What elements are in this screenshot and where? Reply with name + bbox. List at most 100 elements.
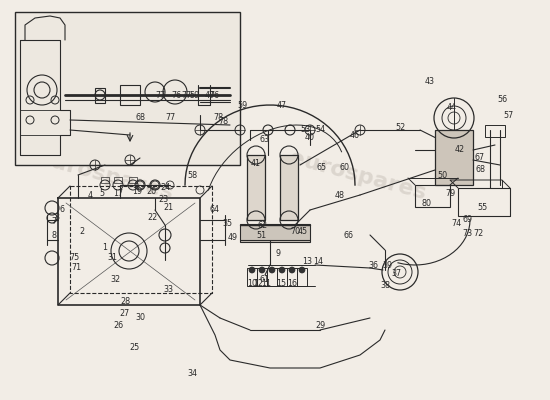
Text: 36: 36 — [368, 260, 378, 270]
Text: 64: 64 — [210, 206, 220, 214]
Text: 63: 63 — [259, 136, 269, 144]
Text: 34: 34 — [187, 370, 197, 378]
Text: 2: 2 — [79, 228, 85, 236]
Text: 51: 51 — [256, 232, 266, 240]
Text: 78: 78 — [218, 118, 228, 126]
Text: 55: 55 — [478, 204, 488, 212]
Text: 56: 56 — [497, 96, 507, 104]
Text: 15: 15 — [276, 278, 286, 288]
Text: 14: 14 — [313, 258, 323, 266]
Text: 9: 9 — [276, 248, 280, 258]
Text: 30: 30 — [135, 314, 145, 322]
Bar — [280, 155, 298, 220]
Text: 42: 42 — [455, 144, 465, 154]
Text: 19: 19 — [132, 188, 142, 196]
Circle shape — [289, 267, 295, 273]
Text: 47: 47 — [205, 90, 215, 100]
Text: 4: 4 — [87, 192, 92, 200]
Bar — [485, 125, 505, 137]
Text: 62: 62 — [258, 220, 268, 230]
Text: 11: 11 — [261, 278, 271, 288]
Text: 77: 77 — [181, 90, 191, 100]
Bar — [297, 268, 307, 286]
Text: 5: 5 — [100, 190, 104, 198]
Bar — [257, 268, 267, 286]
Text: 6: 6 — [59, 204, 64, 214]
Circle shape — [249, 267, 255, 273]
Bar — [287, 268, 297, 286]
Text: 27: 27 — [119, 308, 129, 318]
Text: 54: 54 — [315, 126, 325, 134]
Text: 73: 73 — [462, 230, 472, 238]
Text: 33: 33 — [163, 286, 173, 294]
Text: 80: 80 — [421, 200, 431, 208]
Bar — [415, 185, 450, 207]
Text: 58: 58 — [187, 172, 197, 180]
Text: 76: 76 — [209, 90, 219, 100]
Text: 65: 65 — [317, 162, 327, 172]
Text: 66: 66 — [343, 230, 353, 240]
Text: 78: 78 — [213, 114, 223, 122]
Text: 28: 28 — [120, 298, 130, 306]
Text: 77: 77 — [155, 90, 165, 100]
Text: 21: 21 — [163, 204, 173, 212]
Text: 8: 8 — [52, 232, 57, 240]
Text: 70: 70 — [290, 228, 300, 236]
Text: 37: 37 — [391, 268, 401, 278]
Text: 74: 74 — [451, 220, 461, 228]
Bar — [458, 188, 510, 216]
Text: 12: 12 — [253, 278, 263, 288]
Text: 38: 38 — [380, 280, 390, 290]
Bar — [435, 130, 473, 185]
Text: 26: 26 — [113, 320, 123, 330]
Text: 10: 10 — [247, 278, 257, 288]
Text: 49: 49 — [228, 234, 238, 242]
Text: 46: 46 — [350, 132, 360, 140]
Bar — [120, 85, 140, 105]
Text: eurospares: eurospares — [287, 148, 428, 204]
Text: 20: 20 — [146, 188, 156, 196]
Text: 60: 60 — [340, 162, 350, 172]
Text: 44: 44 — [447, 104, 457, 112]
Bar — [247, 268, 257, 286]
Text: 72: 72 — [473, 230, 483, 238]
Text: 59: 59 — [238, 102, 248, 110]
Text: 52: 52 — [395, 124, 405, 132]
Bar — [240, 224, 310, 242]
Bar — [15, 12, 240, 165]
Text: 75: 75 — [69, 252, 79, 262]
Text: 45: 45 — [298, 226, 308, 236]
Circle shape — [259, 267, 265, 273]
Text: 13: 13 — [302, 258, 312, 266]
Circle shape — [279, 267, 285, 273]
Text: 68: 68 — [475, 166, 485, 174]
Text: 32: 32 — [110, 276, 120, 284]
Text: 17: 17 — [113, 190, 123, 198]
Bar — [95, 88, 105, 103]
Text: 67: 67 — [475, 154, 485, 162]
Text: 57: 57 — [503, 112, 513, 120]
Text: 40: 40 — [305, 134, 315, 142]
Bar — [267, 268, 277, 286]
Text: 76: 76 — [171, 90, 181, 100]
Bar — [101, 177, 109, 183]
Text: 50: 50 — [437, 170, 447, 180]
Bar — [247, 155, 265, 220]
Text: 41: 41 — [251, 160, 261, 168]
Text: 7: 7 — [52, 218, 57, 226]
Text: 53: 53 — [300, 126, 310, 134]
Text: 3: 3 — [54, 212, 59, 222]
Text: 59: 59 — [189, 90, 199, 100]
Bar — [114, 177, 122, 183]
Text: 71: 71 — [71, 264, 81, 272]
Text: 23: 23 — [158, 196, 168, 204]
Circle shape — [269, 267, 275, 273]
Text: 31: 31 — [107, 252, 117, 262]
Text: 43: 43 — [425, 78, 435, 86]
Text: 77: 77 — [165, 114, 175, 122]
Text: 16: 16 — [287, 278, 297, 288]
Text: 25: 25 — [129, 344, 139, 352]
Text: 22: 22 — [147, 214, 157, 222]
Text: 69: 69 — [463, 216, 473, 224]
Text: 61: 61 — [259, 276, 269, 284]
